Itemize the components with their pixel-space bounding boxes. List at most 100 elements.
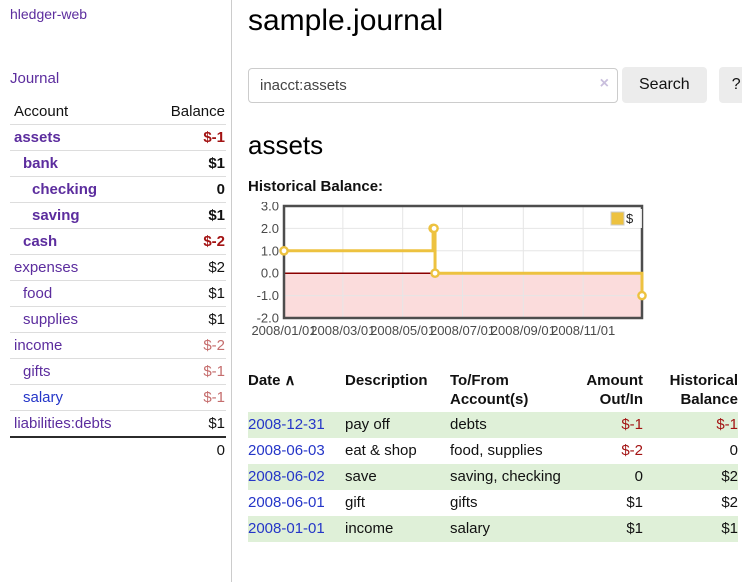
- chart-title-label: Historical Balance:: [248, 178, 384, 195]
- transaction-amount: $1: [626, 520, 643, 537]
- search-button[interactable]: Search: [622, 67, 707, 103]
- account-link[interactable]: assets: [14, 129, 61, 146]
- register-row: 2008-06-03 eat & shop food, supplies $-2 0: [248, 438, 738, 464]
- register-table: Date ∧ Description To/From Account(s) Amo…: [248, 369, 738, 542]
- account-row: cash $-2: [10, 228, 226, 255]
- accounts-header-account: Account: [14, 103, 69, 120]
- accounts-table: Account Balance assets $-1 bank $1 checking 0…: [10, 100, 226, 463]
- page-title: sample.journal: [248, 4, 444, 37]
- account-link[interactable]: salary: [23, 389, 64, 406]
- register-row: 2008-12-31 pay off debts $-1 $-1: [248, 412, 738, 438]
- accounts-total-row: 0: [10, 436, 226, 463]
- transaction-date-link[interactable]: 2008-01-01: [248, 520, 325, 537]
- account-row: gifts $-1: [10, 358, 226, 385]
- svg-text:3.0: 3.0: [261, 202, 279, 214]
- transaction-balance: 0: [729, 442, 738, 459]
- transaction-amount: $-2: [621, 442, 643, 459]
- account-row: bank $1: [10, 150, 226, 177]
- transaction-description: pay off: [345, 416, 390, 433]
- transaction-description: save: [345, 468, 377, 485]
- account-row: food $1: [10, 280, 226, 307]
- svg-text:2008/01/01: 2008/01/01: [251, 323, 316, 338]
- transaction-accounts: debts: [450, 416, 487, 433]
- account-row: checking 0: [10, 176, 226, 203]
- register-row: 2008-06-01 gift gifts $1 $2: [248, 490, 738, 516]
- accounts-total-value: 0: [146, 436, 226, 463]
- search-input[interactable]: [248, 67, 618, 103]
- account-link[interactable]: expenses: [14, 259, 79, 276]
- account-link[interactable]: supplies: [23, 311, 79, 328]
- account-balance: $2: [146, 254, 226, 281]
- register-header-date[interactable]: Date ∧: [248, 372, 296, 389]
- account-link[interactable]: income: [14, 337, 63, 354]
- svg-text:-1.0: -1.0: [257, 288, 279, 303]
- svg-text:2.0: 2.0: [261, 221, 279, 236]
- legend-label: $: [626, 211, 634, 226]
- help-button[interactable]: ?: [718, 67, 742, 103]
- svg-text:-2.0: -2.0: [257, 311, 279, 326]
- account-row: salary $-1: [10, 384, 226, 411]
- account-balance: $-1: [146, 358, 226, 385]
- transaction-balance: $-1: [716, 416, 738, 433]
- sidebar-item-journal[interactable]: Journal: [10, 70, 60, 87]
- register-row: 2008-06-02 save saving, checking 0 $2: [248, 464, 738, 490]
- accounts-total-spacer: [10, 436, 147, 463]
- register-header-accounts: To/From Account(s): [450, 372, 529, 408]
- account-balance: $-1: [146, 124, 226, 151]
- svg-text:1.0: 1.0: [261, 243, 279, 258]
- transaction-accounts: food, supplies: [450, 442, 543, 459]
- app-title-link[interactable]: hledger-web: [10, 6, 88, 22]
- svg-text:0.0: 0.0: [261, 266, 279, 281]
- account-link[interactable]: cash: [23, 233, 58, 250]
- transaction-description: income: [345, 520, 394, 537]
- search-form: × Search ?: [248, 67, 742, 103]
- transaction-date-link[interactable]: 2008-06-02: [248, 468, 325, 485]
- account-balance: $1: [146, 150, 226, 177]
- main-content: sample.journal × Search ? assets Histori…: [232, 0, 742, 582]
- account-link[interactable]: saving: [32, 207, 80, 224]
- clear-search-icon[interactable]: ×: [599, 74, 609, 92]
- sidebar: hledger-web Journal Account Balance asse…: [0, 0, 232, 582]
- account-balance: $1: [146, 410, 226, 437]
- account-link[interactable]: checking: [32, 181, 98, 198]
- register-header-description: Description: [345, 372, 428, 389]
- account-link[interactable]: bank: [23, 155, 59, 172]
- balance-chart-svg: $3.0 2.0 1.0 0.0 -1.0 -2.02008/01/012008/03/0…: [251, 199, 647, 338]
- accounts-header-balance: Balance: [170, 103, 225, 120]
- transaction-amount: $-1: [621, 416, 643, 433]
- historical-balance-chart[interactable]: $3.0 2.0 1.0 0.0 -1.0 -2.0 2008/01/01 2008/03/0…: [248, 199, 742, 348]
- account-link[interactable]: food: [23, 285, 53, 302]
- transaction-amount: 0: [634, 468, 643, 485]
- account-row: income $-2: [10, 332, 226, 359]
- transaction-accounts: salary: [450, 520, 491, 537]
- legend-swatch: [610, 211, 625, 226]
- transaction-date-link[interactable]: 2008-12-31: [248, 416, 325, 433]
- svg-text:2008/09/01: 2008/09/01: [491, 323, 556, 338]
- account-link[interactable]: gifts: [23, 363, 51, 380]
- account-row: saving $1: [10, 202, 226, 229]
- transaction-description: gift: [345, 494, 366, 511]
- register-row: 2008-01-01 income salary $1 $1: [248, 516, 738, 542]
- account-balance: $1: [146, 280, 226, 307]
- account-row: supplies $1: [10, 306, 226, 333]
- svg-text:2008/07/01: 2008/07/01: [430, 323, 495, 338]
- account-row: liabilities:debts $1: [10, 410, 226, 437]
- plot-border: [282, 204, 644, 320]
- transaction-balance: $2: [721, 468, 738, 485]
- account-balance: $-2: [146, 228, 226, 255]
- account-row: assets $-1: [10, 124, 226, 151]
- transaction-date-link[interactable]: 2008-06-03: [248, 442, 325, 459]
- svg-text:2008/03/01: 2008/03/01: [310, 323, 375, 338]
- chart-legend: $: [608, 209, 642, 228]
- transaction-balance: $1: [721, 520, 738, 537]
- account-balance: $-1: [146, 384, 226, 411]
- account-row: expenses $2: [10, 254, 226, 281]
- account-link[interactable]: liabilities:debts: [14, 415, 112, 432]
- transaction-balance: $2: [721, 494, 738, 511]
- svg-text:2008/11/01: 2008/11/01: [551, 323, 615, 338]
- account-balance: $1: [146, 202, 226, 229]
- register-header-balance: Historical Balance: [669, 372, 738, 408]
- account-balance: $1: [146, 306, 226, 333]
- transaction-date-link[interactable]: 2008-06-01: [248, 494, 325, 511]
- data-point-marker: [279, 246, 289, 256]
